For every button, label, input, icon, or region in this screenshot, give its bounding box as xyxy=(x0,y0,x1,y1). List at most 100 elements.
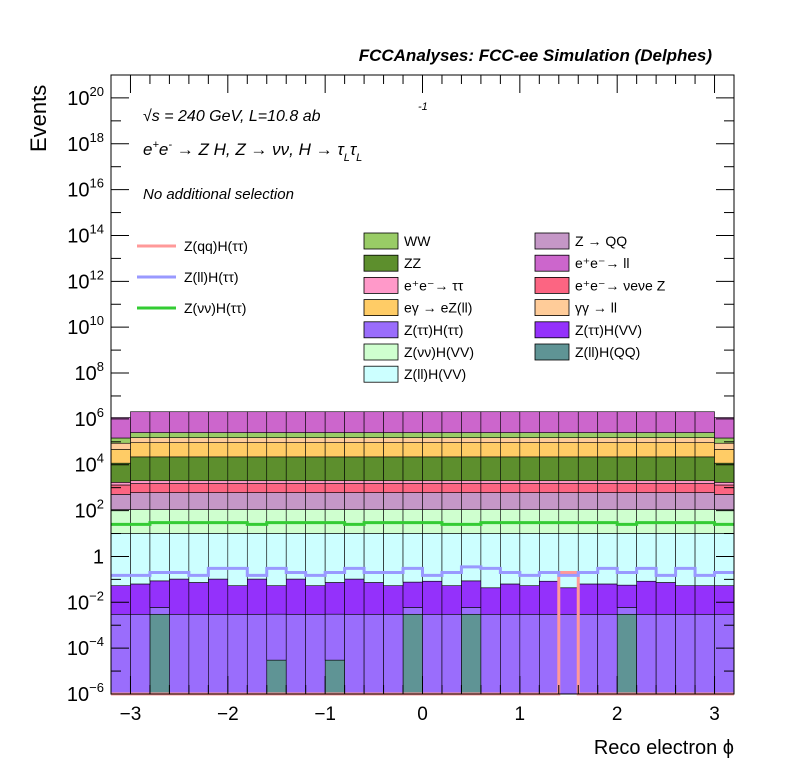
stack-bar xyxy=(363,442,384,458)
stack-bar xyxy=(149,442,170,458)
stack-bar xyxy=(305,585,326,615)
stack-bar xyxy=(227,411,248,433)
stack-bar xyxy=(577,456,599,482)
stack-bar xyxy=(675,437,696,443)
stack-bar xyxy=(675,483,696,493)
stack-bar xyxy=(266,480,287,484)
stack-bar xyxy=(480,613,501,695)
stack-bar xyxy=(539,432,560,438)
stack-bar xyxy=(558,492,579,510)
stack-bar xyxy=(266,411,287,433)
stack-bar xyxy=(227,492,248,510)
stack-bar xyxy=(461,613,482,695)
stack-bar xyxy=(441,483,462,493)
stack-bar xyxy=(441,437,462,443)
stack-bar xyxy=(616,509,637,534)
process-tau2: τ xyxy=(350,140,358,159)
stack-bar xyxy=(383,533,404,586)
stack-bar xyxy=(539,456,560,482)
x-tick-label: 0 xyxy=(417,704,428,725)
stack-bar xyxy=(655,437,676,443)
stack-bar xyxy=(714,494,735,510)
stack-bar xyxy=(344,533,365,580)
stack-bar xyxy=(480,432,501,438)
stack-bar xyxy=(344,442,365,458)
stack-bar xyxy=(461,607,482,615)
x-tick-label: 1 xyxy=(515,704,526,725)
stack-bar xyxy=(363,582,384,615)
stack-bar xyxy=(422,480,443,484)
legend-col1-swatch xyxy=(363,321,399,339)
process-e2: e xyxy=(159,140,168,159)
stack-bar xyxy=(694,432,715,438)
stack-bar xyxy=(305,533,326,586)
stack-bar xyxy=(558,411,579,433)
stack-bar xyxy=(616,432,637,438)
stack-bar xyxy=(655,582,676,615)
stack-bar xyxy=(130,442,151,458)
stack-bar xyxy=(577,437,599,443)
stack-bar xyxy=(246,456,268,482)
stack-bar xyxy=(149,483,170,493)
stack-bar xyxy=(402,533,423,583)
y-tick-label: 102 xyxy=(75,497,104,523)
stack-bar xyxy=(500,437,521,443)
stack-bar xyxy=(227,432,248,438)
stack-bar xyxy=(441,492,462,510)
legend-col2-swatch xyxy=(534,321,570,339)
stack-series-5 xyxy=(110,492,735,510)
stack-bar xyxy=(149,613,170,695)
stack-bar xyxy=(422,613,443,695)
stack-bar xyxy=(616,483,637,493)
selection-annotation: No additional selection xyxy=(143,186,294,203)
stack-bar xyxy=(480,437,501,443)
stack-bar xyxy=(441,442,462,458)
legend-col1-swatch xyxy=(363,232,399,250)
stack-bar xyxy=(363,480,384,484)
stack-bar xyxy=(402,581,423,608)
stack-bar xyxy=(539,613,560,695)
stack-bar xyxy=(305,492,326,510)
chart-title: FCCAnalyses: FCC-ee Simulation (Delphes) xyxy=(359,46,713,65)
stack-bar xyxy=(285,442,306,458)
process-e2-sup: - xyxy=(168,139,172,151)
stack-bar xyxy=(344,432,365,438)
legend-col2-swatch xyxy=(534,254,570,272)
stack-bar xyxy=(344,613,365,695)
stack-bar xyxy=(344,492,365,510)
stack-bar xyxy=(246,432,268,438)
stack-bar xyxy=(402,442,423,458)
stack-bar xyxy=(422,483,443,493)
stack-bar xyxy=(558,456,579,482)
stack-bar xyxy=(714,509,735,534)
stack-bar xyxy=(169,442,190,458)
stack-bar xyxy=(383,492,404,510)
stack-bar xyxy=(402,437,423,443)
y-tick-label: 1 xyxy=(93,546,104,568)
stack-bar xyxy=(285,480,306,484)
stack-bar xyxy=(363,437,384,443)
stack-bar xyxy=(694,483,715,493)
stack-bar xyxy=(344,411,365,433)
stack-bar xyxy=(636,480,657,484)
stack-bar xyxy=(616,480,637,484)
stack-bar xyxy=(285,437,306,443)
stack-bar xyxy=(558,432,579,438)
process-tau2-sub: L xyxy=(356,152,362,164)
stack-bar xyxy=(208,442,229,458)
stack-bar xyxy=(169,411,190,433)
stack-bar xyxy=(616,411,637,433)
stack-bar xyxy=(714,442,735,450)
stack-bar xyxy=(188,480,209,484)
stack-bar xyxy=(110,494,131,510)
stack-bar xyxy=(694,533,715,586)
legend-line-label: Z(νν)H(ττ) xyxy=(184,300,246,316)
stack-bar xyxy=(363,613,384,695)
stack-bar xyxy=(597,480,618,484)
stack-bar xyxy=(227,480,248,484)
stack-bar xyxy=(305,456,326,482)
stack-bar xyxy=(246,480,268,484)
stack-bar xyxy=(110,482,131,486)
legend: Z(qq)H(ττ) Z(ll)H(ττ) Z(νν)H(ττ) WW ZZ e⁺e⁻→ … xyxy=(137,232,666,383)
